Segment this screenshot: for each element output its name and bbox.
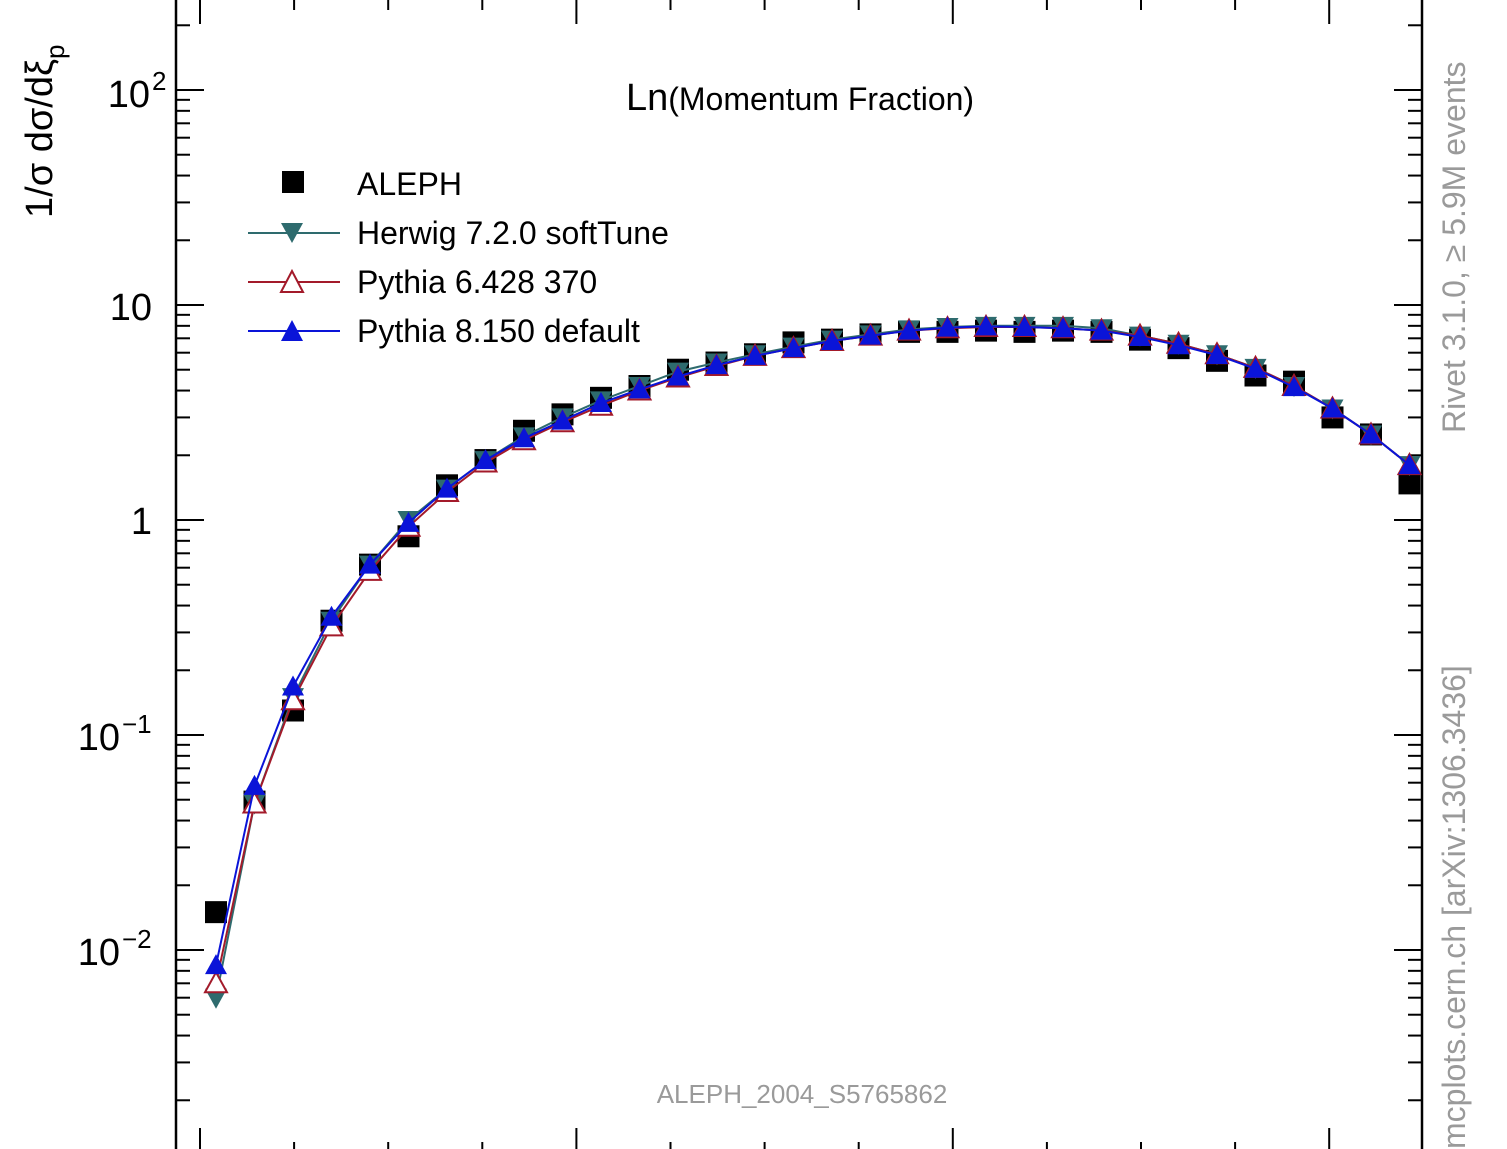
y-tick-label-0.01: 10 −2 <box>78 924 152 974</box>
y-tick-label-0.1: 10 −1 <box>78 709 152 759</box>
svg-text:2: 2 <box>152 66 166 96</box>
series-herwig-7-2-0-softtune <box>205 317 1421 1009</box>
y-tick-label-1: 1 <box>131 501 152 543</box>
svg-text:10: 10 <box>78 932 120 974</box>
rivet-version-text: Rivet 3.1.0, ≥ 5.9M events <box>1436 61 1472 433</box>
panel-title: Ln(Momentum Fraction) <box>626 77 974 119</box>
series-line-pythia-8-150-default <box>216 326 1410 965</box>
mcplots-credit-text: mcplots.cern.ch [arXiv:1306.3436] <box>1436 665 1472 1149</box>
legend-label-pythia6: Pythia 6.428 370 <box>357 264 597 300</box>
legend: ALEPH Herwig 7.2.0 softTune Pythia 6.428… <box>248 166 669 349</box>
point-aleph <box>205 901 227 923</box>
svg-text:−1: −1 <box>122 709 152 739</box>
legend-entry-aleph: ALEPH <box>282 166 462 202</box>
y-axis-label: 1/σ dσ/dξp <box>19 45 70 218</box>
legend-label-aleph: ALEPH <box>357 166 462 202</box>
svg-text:−2: −2 <box>122 924 152 954</box>
y-tick-label-10: 10 <box>110 287 152 329</box>
series-line-herwig-7-2-0-softtune <box>216 326 1410 998</box>
series-aleph <box>205 320 1421 924</box>
legend-entry-pythia6: Pythia 6.428 370 <box>248 264 597 300</box>
series-layer <box>205 315 1421 1008</box>
legend-label-herwig: Herwig 7.2.0 softTune <box>357 215 669 251</box>
series-line-pythia-6-428-370 <box>216 327 1410 983</box>
legend-marker-aleph <box>282 171 304 193</box>
legend-label-pythia8: Pythia 8.150 default <box>357 313 640 349</box>
svg-text:10: 10 <box>108 74 150 116</box>
legend-entry-pythia8: Pythia 8.150 default <box>248 313 640 349</box>
series-pythia-8-150-default <box>205 315 1421 974</box>
legend-entry-herwig: Herwig 7.2.0 softTune <box>248 215 669 251</box>
series-pythia-6-428-370 <box>205 316 1421 992</box>
y-tick-label-100: 10 2 <box>108 66 167 116</box>
svg-text:10: 10 <box>78 717 120 759</box>
point-pythia-6-428-370 <box>205 972 227 992</box>
analysis-id-watermark: ALEPH_2004_S5765862 <box>657 1079 948 1109</box>
